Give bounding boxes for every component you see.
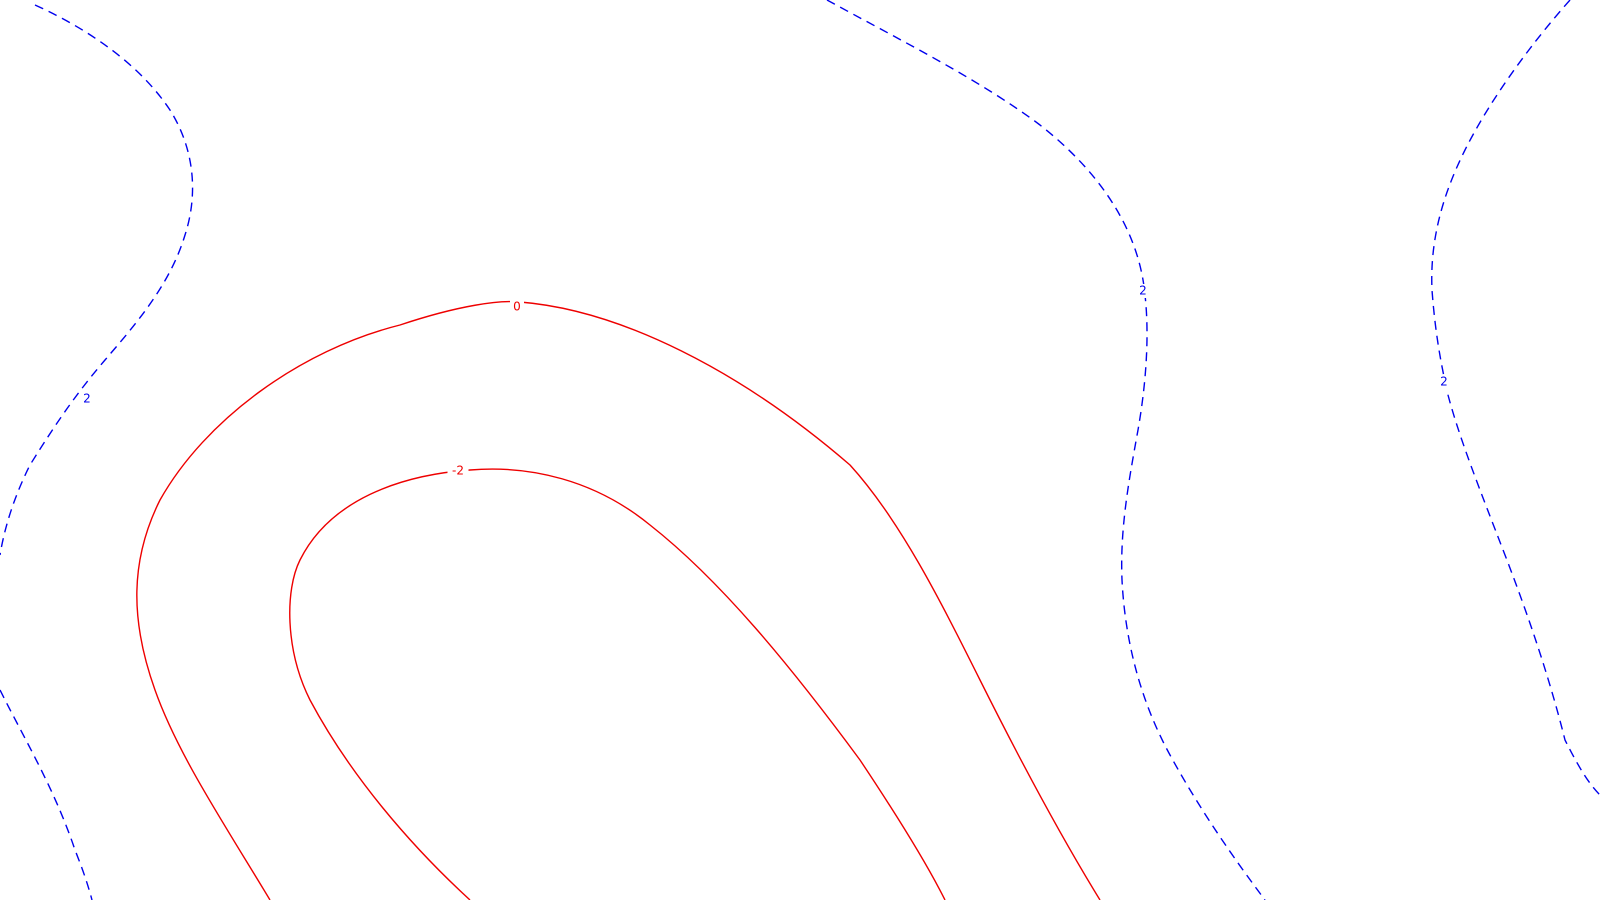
contour-label-level-0: 0 bbox=[510, 300, 524, 314]
contour-labels: 0 -2 2 2 2 bbox=[80, 284, 1451, 478]
contour-label-text: -2 bbox=[452, 464, 464, 478]
contour-line-level-pos2-middle bbox=[826, 0, 1266, 900]
contour-label-text: 2 bbox=[1440, 375, 1448, 389]
contour-label-level-pos2-middle: 2 bbox=[1136, 284, 1150, 298]
contour-label-background bbox=[80, 392, 94, 406]
contour-label-text: 2 bbox=[1139, 284, 1147, 298]
contour-line-level-pos2-left-lower bbox=[0, 689, 93, 900]
contour-label-level-pos2-left: 2 bbox=[80, 392, 94, 406]
contour-label-text: 0 bbox=[513, 300, 521, 314]
contour-label-background bbox=[1437, 375, 1451, 389]
contour-line-level-pos2-right bbox=[1431, 0, 1600, 796]
contour-label-background bbox=[510, 300, 524, 314]
contour-label-level-pos2-right: 2 bbox=[1437, 375, 1451, 389]
contour-label-level-neg2: -2 bbox=[447, 464, 469, 478]
contour-label-text: 2 bbox=[83, 392, 91, 406]
contour-label-background bbox=[447, 464, 469, 478]
contour-line-level-0 bbox=[136, 300, 1101, 900]
contour-line-level-neg2 bbox=[289, 468, 946, 900]
contour-line-level-pos2-left bbox=[0, 4, 194, 556]
contour-label-background bbox=[1136, 284, 1150, 298]
